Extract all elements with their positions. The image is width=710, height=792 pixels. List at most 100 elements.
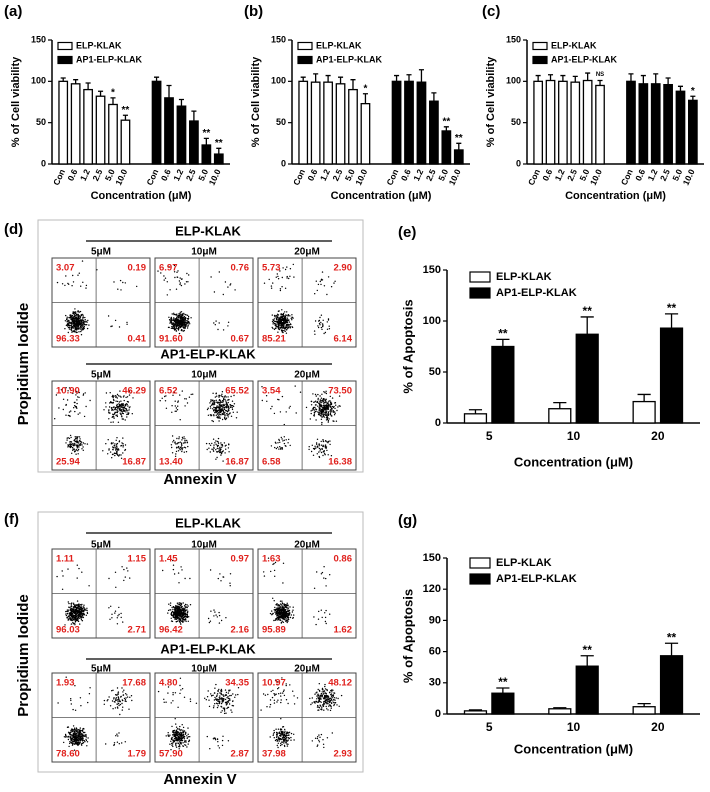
dot	[108, 577, 110, 580]
dot	[110, 401, 112, 403]
dot	[82, 742, 85, 744]
x-tick-label: 5.0	[436, 167, 450, 182]
error-bar	[98, 90, 104, 97]
dot	[332, 700, 334, 702]
dot	[163, 698, 165, 700]
dot	[313, 411, 316, 414]
dot	[279, 615, 281, 617]
dot	[277, 278, 280, 280]
dot	[72, 733, 75, 736]
dot	[276, 318, 278, 321]
dot	[221, 393, 223, 395]
dot	[319, 690, 321, 692]
dot	[79, 623, 81, 625]
dot	[337, 697, 339, 700]
dot	[317, 325, 319, 327]
dot	[226, 414, 228, 417]
dot	[324, 404, 326, 406]
dot	[319, 736, 321, 738]
dot	[320, 697, 322, 699]
dot	[84, 319, 86, 321]
dot	[102, 450, 104, 452]
dot	[179, 314, 181, 317]
dot	[271, 314, 273, 316]
legend-swatch	[469, 573, 491, 585]
dot	[291, 611, 294, 613]
dot	[110, 407, 113, 409]
dot	[285, 732, 287, 734]
dot	[281, 313, 283, 315]
dot	[184, 603, 187, 606]
dot	[282, 730, 284, 733]
dot	[183, 620, 185, 622]
dot	[325, 417, 328, 419]
dot	[283, 423, 285, 426]
dot	[277, 605, 279, 607]
dot	[183, 446, 186, 448]
dot	[70, 605, 73, 608]
dot	[115, 439, 117, 441]
dot	[179, 311, 181, 313]
dot	[323, 746, 325, 749]
dot	[283, 742, 285, 744]
dot	[235, 417, 238, 419]
dot	[210, 399, 212, 401]
dot	[79, 438, 81, 440]
dot	[286, 608, 288, 610]
dot	[320, 314, 323, 316]
dot	[327, 703, 329, 705]
dot	[224, 412, 226, 414]
dot	[223, 698, 225, 700]
dot	[270, 408, 272, 410]
dot	[187, 733, 189, 735]
bar	[298, 80, 309, 165]
dot	[230, 694, 232, 697]
dot	[320, 701, 322, 703]
dot	[178, 602, 180, 604]
dot	[77, 450, 79, 452]
dot	[207, 690, 209, 692]
dot	[110, 443, 113, 445]
dot	[67, 331, 70, 334]
dot	[80, 285, 82, 287]
dot	[67, 446, 69, 448]
dot	[314, 406, 316, 409]
dot	[178, 740, 180, 742]
row-title: ELP-KLAK	[175, 515, 241, 530]
dot	[215, 614, 217, 616]
dot	[88, 324, 90, 326]
dot	[171, 435, 174, 437]
dot	[324, 616, 327, 619]
dot	[78, 610, 80, 612]
dot	[331, 397, 334, 399]
dot	[331, 697, 333, 699]
dot	[72, 442, 74, 445]
dot	[220, 442, 222, 444]
bar	[310, 81, 321, 165]
dot	[226, 404, 228, 406]
dot	[220, 711, 222, 713]
dot	[113, 697, 115, 699]
dot	[322, 325, 324, 328]
dot	[175, 745, 177, 747]
dot	[121, 687, 123, 689]
x-tick-label: 0.6	[633, 167, 647, 182]
dot	[316, 446, 319, 448]
error-bar	[110, 97, 116, 105]
dot	[126, 413, 128, 416]
dot	[77, 607, 80, 609]
dot	[186, 735, 188, 737]
dot	[276, 446, 279, 448]
dot	[321, 328, 323, 331]
dot	[215, 392, 217, 394]
dot	[78, 311, 81, 313]
dot	[184, 398, 186, 400]
dot	[118, 698, 120, 700]
dot	[208, 443, 211, 445]
dot	[228, 443, 230, 445]
dot	[176, 607, 178, 610]
dot	[282, 605, 284, 607]
dot	[320, 279, 322, 281]
dot	[173, 271, 176, 273]
dot	[68, 606, 70, 608]
